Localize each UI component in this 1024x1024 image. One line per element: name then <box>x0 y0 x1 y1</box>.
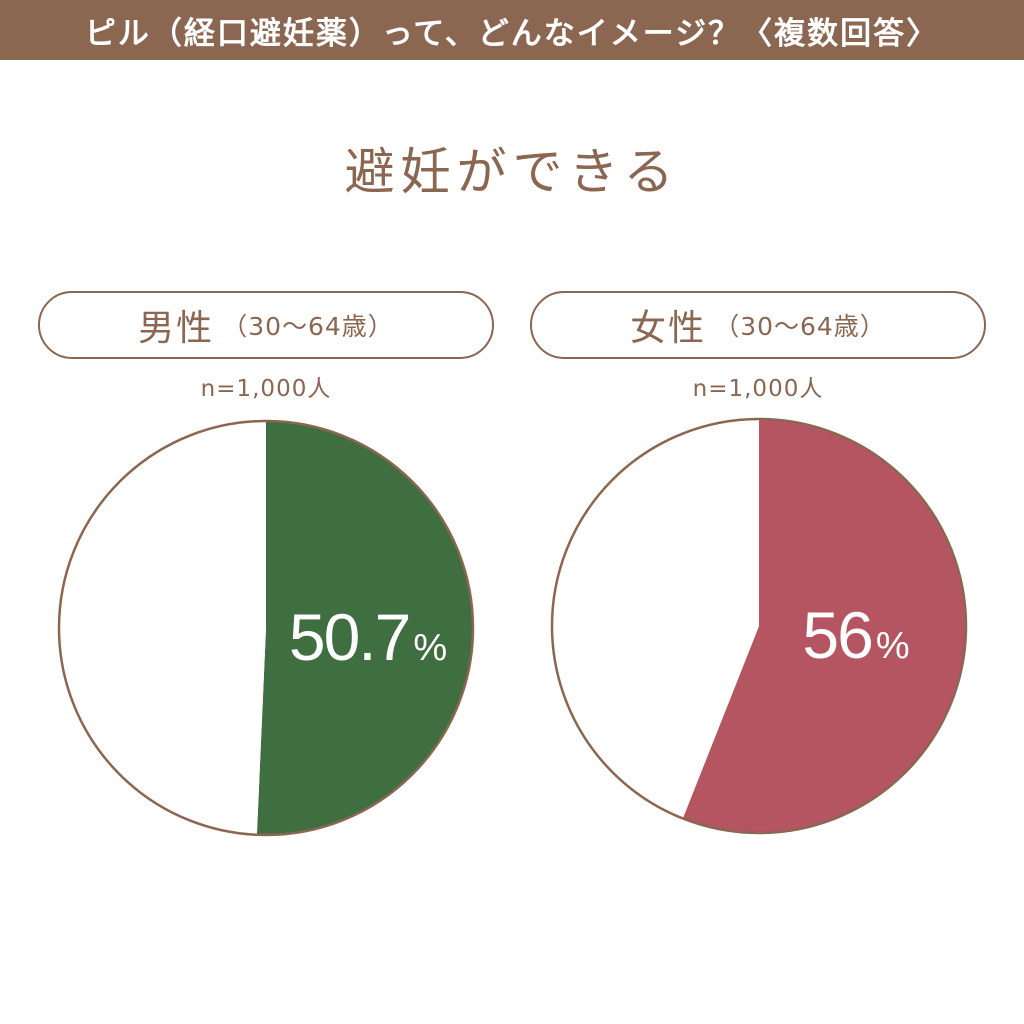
female-gender-label: 女性 <box>630 308 707 349</box>
header-bar: ピル（経口避妊薬）って、どんなイメージ？〈複数回答〉 <box>0 0 1024 60</box>
female-label-pill: 女性 （30〜64歳） <box>530 291 986 359</box>
male-pie-slice-0 <box>256 421 473 835</box>
male-percent-label: 50.7% <box>289 600 447 674</box>
chart-subtitle: 避妊ができる <box>344 143 680 201</box>
female-pie-outline <box>550 417 968 835</box>
male-pie-outline <box>57 419 475 837</box>
female-pie-slice-0 <box>682 419 966 833</box>
male-sample-size: n=1,000人 <box>200 376 332 402</box>
female-age-range: （30〜64歳） <box>714 312 886 341</box>
male-panel: 男性 （30〜64歳） n=1,000人 <box>38 291 494 403</box>
female-pie-slice-1 <box>552 419 759 819</box>
male-age-range: （30〜64歳） <box>222 312 394 341</box>
male-gender-label: 男性 <box>138 308 215 349</box>
header-title: ピル（経口避妊薬）って、どんなイメージ？〈複数回答〉 <box>84 15 940 52</box>
male-pie-slice-1 <box>58 421 266 835</box>
female-panel: 女性 （30〜64歳） n=1,000人 <box>530 291 986 403</box>
female-percent-label: 56% <box>802 598 909 672</box>
female-sample-size: n=1,000人 <box>692 376 824 402</box>
male-label-pill: 男性 （30〜64歳） <box>38 291 494 359</box>
